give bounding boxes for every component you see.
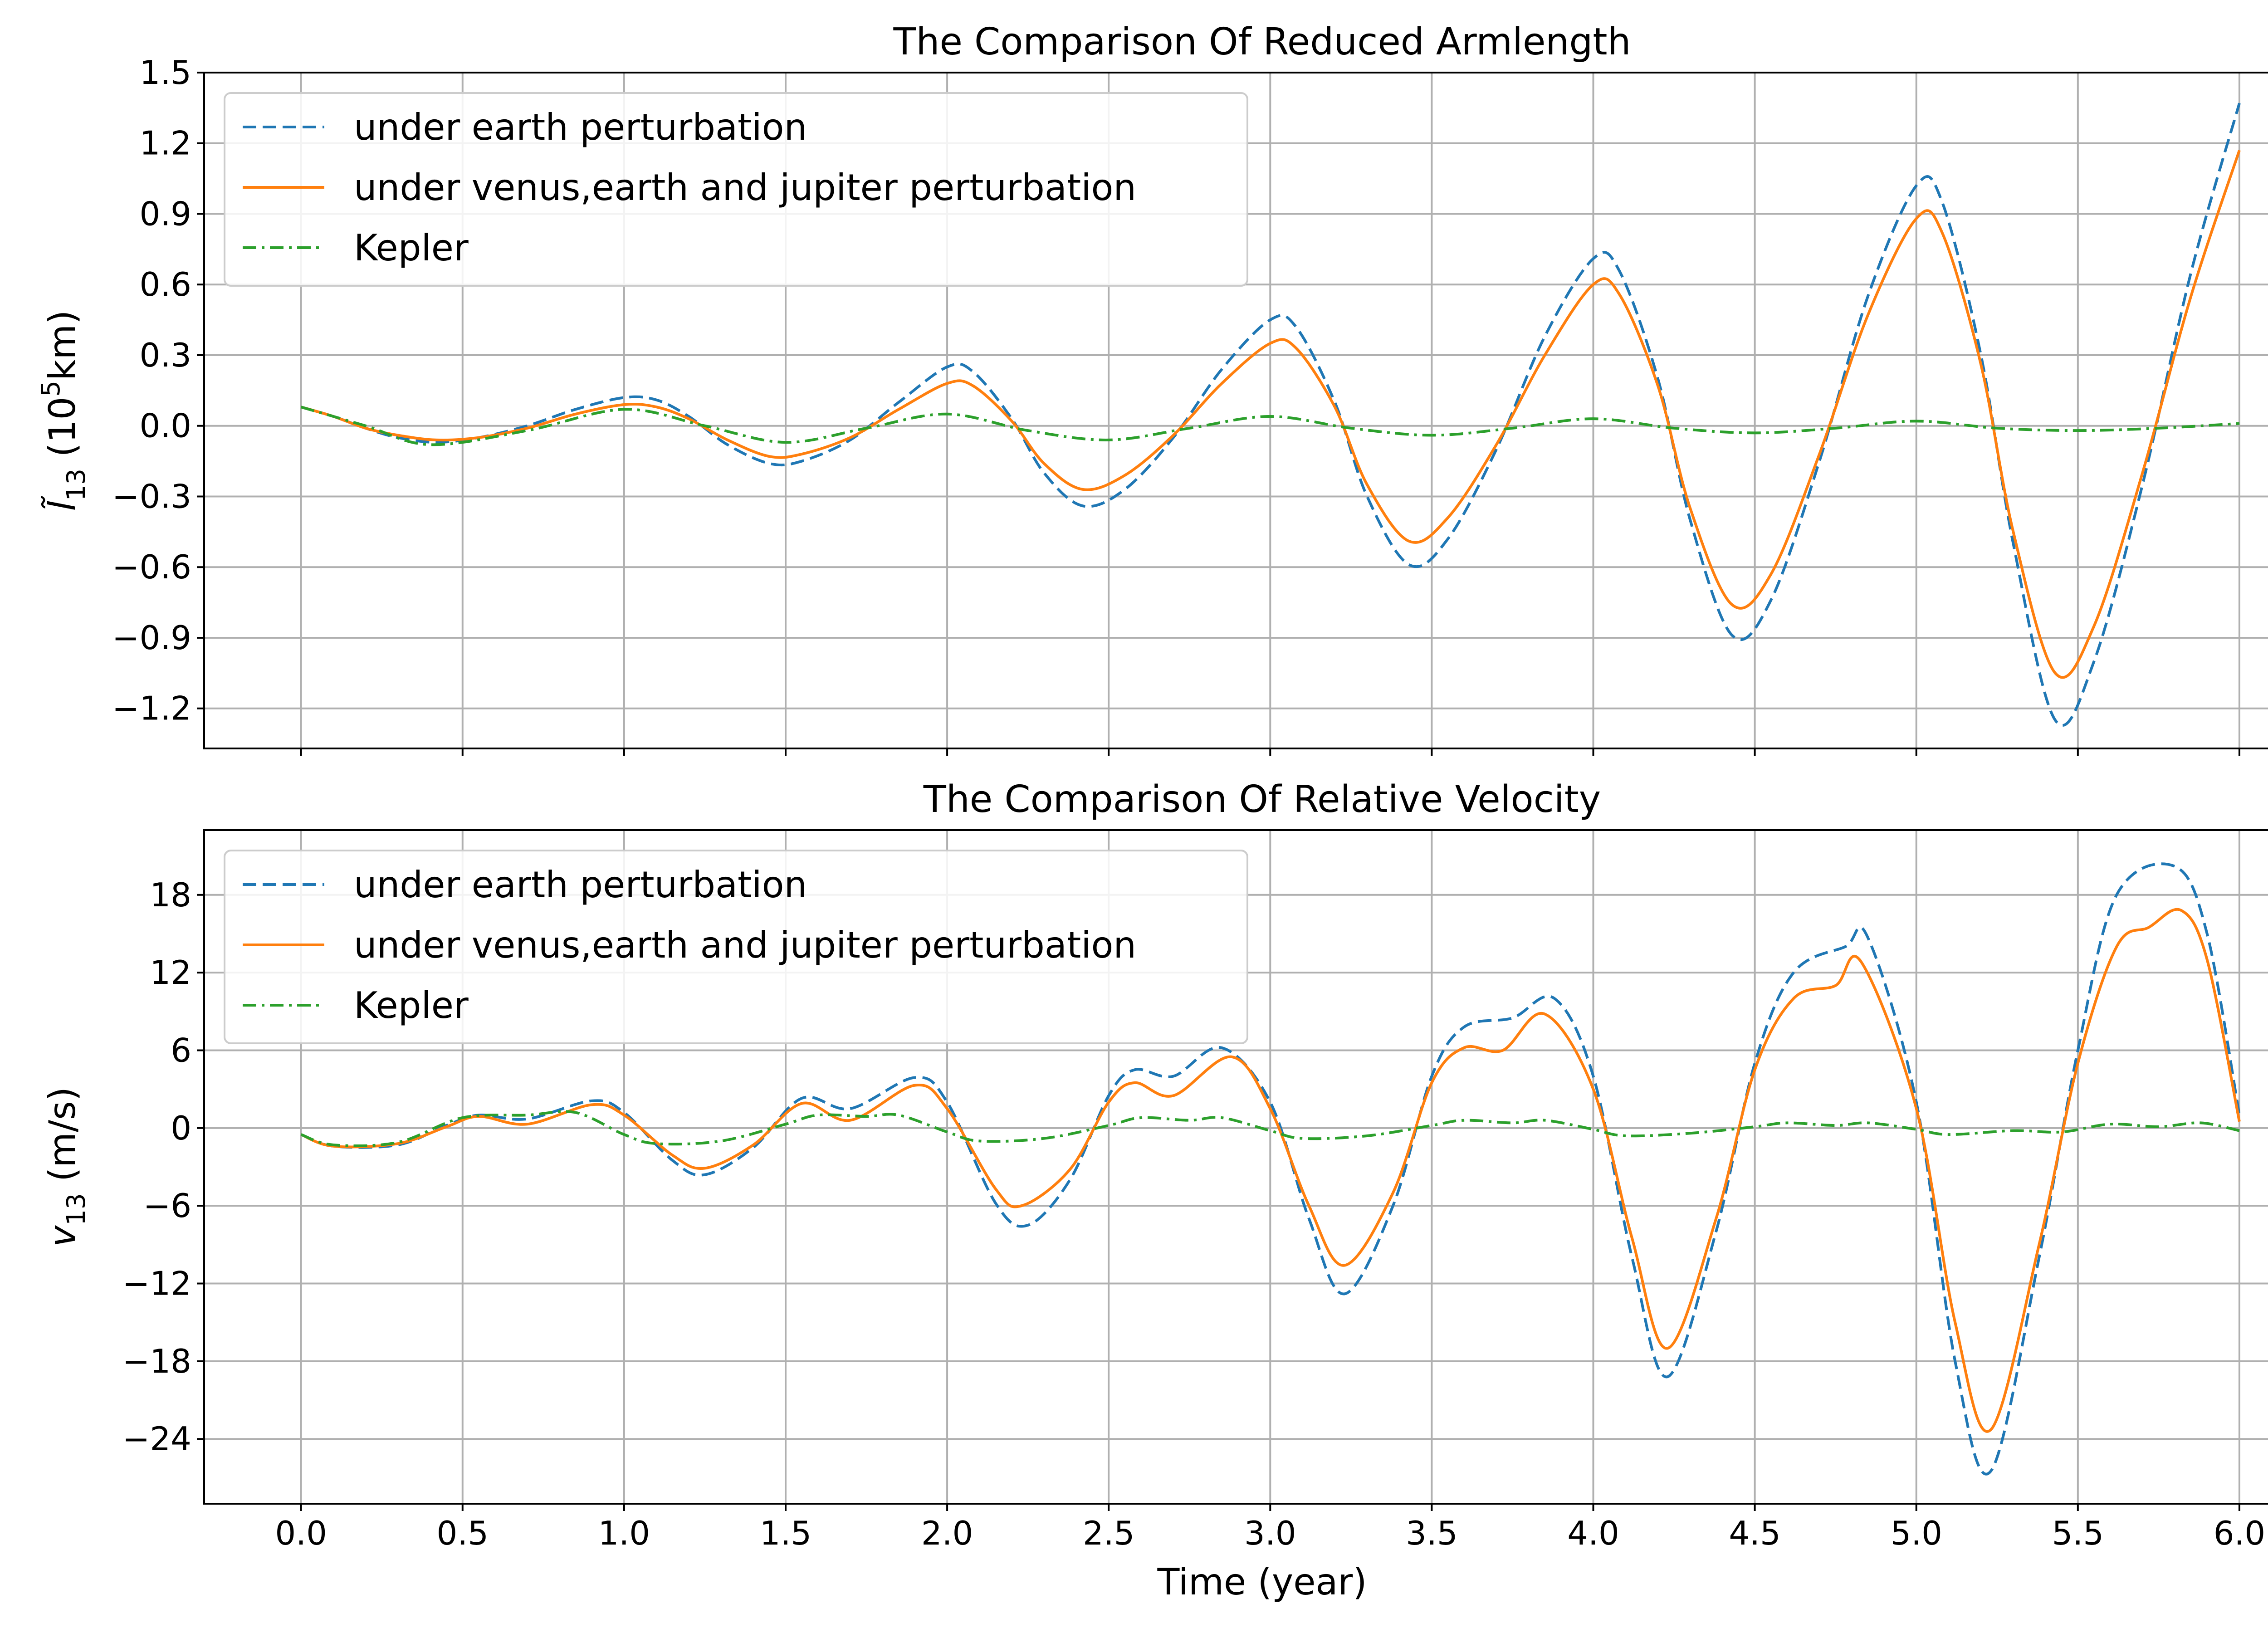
x-tick-label: 3.0: [1244, 1514, 1296, 1552]
legend-box: [224, 92, 1248, 287]
y-tick-label: 0.3: [139, 336, 191, 374]
y-label-subscript: 13: [62, 1193, 91, 1225]
legend-box: [224, 850, 1248, 1044]
y-label-symbol: v: [41, 1225, 83, 1247]
y-tick-label: −24: [122, 1420, 191, 1458]
armlength-panel: −1.2 −0.9 −0.6 −0.3 0.0 0.3 0.6 0.9 1.2 1.5 The Co…: [36, 20, 2268, 756]
y-label-unit-close: km): [41, 310, 83, 380]
velocity-grid: [204, 830, 2268, 1504]
armlength-y-axis-label: l̃13 (105km): [36, 310, 91, 511]
x-tick-label: 4.5: [1729, 1514, 1781, 1552]
x-tick-label: 1.0: [598, 1514, 650, 1552]
y-tick-label: −12: [122, 1265, 191, 1303]
x-tick-label: 5.0: [1890, 1514, 1942, 1552]
y-tick-label: 1.5: [139, 54, 191, 92]
y-tick-label: 0: [171, 1109, 191, 1147]
y-tick-label: −0.9: [112, 619, 191, 657]
armlength-axes-frame: [203, 72, 2268, 749]
y-tick-label: −0.6: [112, 548, 191, 586]
legend-label: Kepler: [354, 984, 469, 1027]
velocity-series-line-earth: [300, 862, 2241, 1476]
x-tick-label: 0.0: [275, 1514, 327, 1552]
legend-label: under venus,earth and jupiter perturbati…: [354, 166, 1136, 209]
velocity-chart-title: The Comparison Of Relative Velocity: [923, 778, 1601, 821]
velocity-y-axis-label: v13 (m/s): [41, 1087, 91, 1247]
x-tick-label: 6.0: [2214, 1514, 2266, 1552]
x-tick-label: 0.5: [437, 1514, 489, 1552]
velocity-legend: under earth perturbation under venus,eart…: [224, 850, 1248, 1044]
velocity-panel: 0.0 0.5 1.0 1.5 2.0 2.5 3.0 3.5 4.0 4.5 5.0 5.5 6.0 −…: [41, 778, 2268, 1603]
y-tick-label: 0.9: [139, 195, 191, 233]
velocity-series-line-kepler: [300, 1110, 2240, 1148]
velocity-x-axis-label: Time (year): [1157, 1561, 1367, 1603]
y-label-unit: (m/s): [41, 1087, 83, 1193]
armlength-legend: under earth perturbation under venus,eart…: [224, 92, 1248, 287]
y-tick-label: 12: [150, 953, 191, 992]
y-tick-label: −1.2: [112, 689, 191, 728]
y-tick-label: 18: [150, 876, 191, 914]
y-label-unit: (10: [41, 397, 83, 469]
y-label-subscript: 13: [62, 469, 91, 501]
legend-label: Kepler: [354, 227, 469, 269]
velocity-series-line-venus-earth-jupiter: [300, 908, 2241, 1433]
x-tick-label: 5.5: [2052, 1514, 2104, 1552]
legend-label: under earth perturbation: [354, 864, 807, 906]
legend-label: under venus,earth and jupiter perturbati…: [354, 924, 1136, 966]
y-tick-label: 6: [171, 1031, 191, 1069]
armlength-chart-title: The Comparison Of Reduced Armlength: [893, 20, 1631, 64]
armlength-series-line-kepler: [300, 406, 2240, 446]
armlength-series-line-venus-earth-jupiter: [300, 150, 2241, 679]
y-tick-label: 1.2: [139, 124, 191, 162]
y-tick-label: 0.0: [139, 407, 191, 445]
x-tick-label: 4.0: [1567, 1514, 1619, 1552]
y-tick-label: −0.3: [112, 477, 191, 515]
x-tick-label: 2.0: [921, 1514, 973, 1552]
x-tick-label: 2.5: [1083, 1514, 1135, 1552]
y-tick-label: −18: [122, 1342, 191, 1380]
velocity-series: [300, 862, 2241, 1476]
velocity-axes-frame: [203, 829, 2268, 1505]
y-label-exponent: 5: [36, 381, 66, 397]
y-tick-label: 0.6: [139, 265, 191, 303]
y-tick-label: −6: [143, 1187, 191, 1225]
armlength-series: [300, 103, 2241, 727]
legend-label: under earth perturbation: [354, 106, 807, 148]
x-tick-label: 3.5: [1406, 1514, 1458, 1552]
x-tick-label: 1.5: [760, 1514, 812, 1552]
